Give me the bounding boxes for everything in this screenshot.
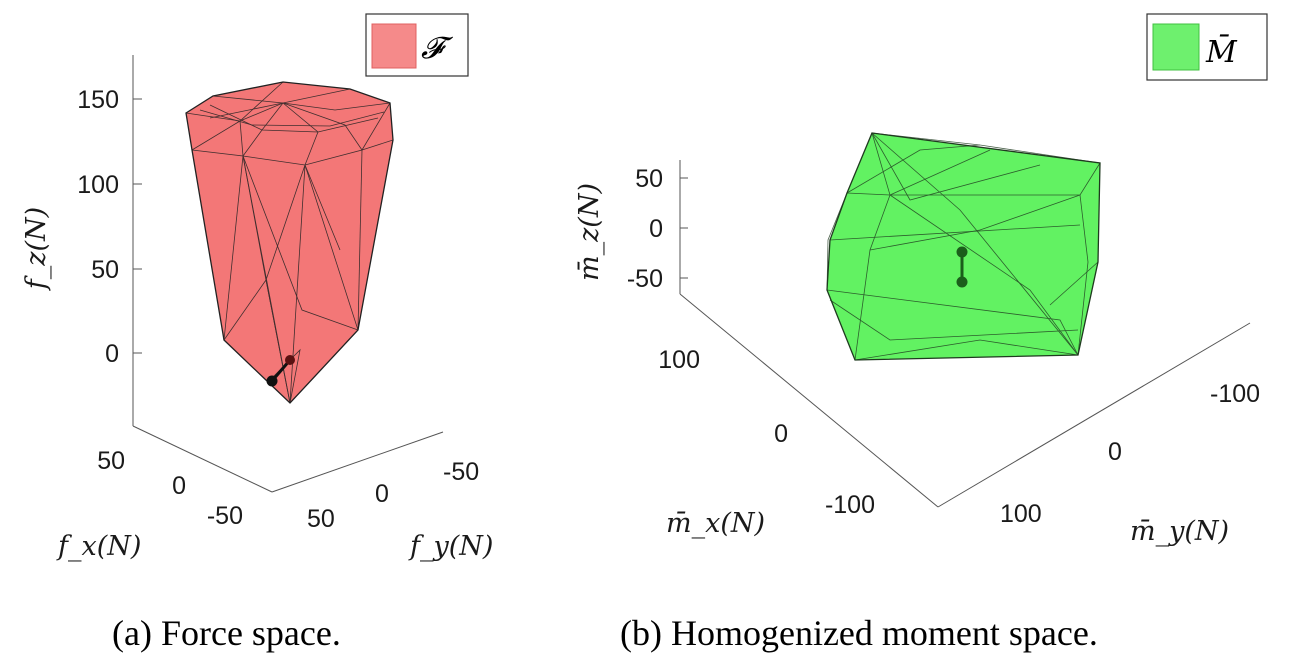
force-space-chart: 150 100 50 0 50 0 -50 50 0 -50 f_x(N) f_… — [21, 13, 493, 562]
moment-space-panel: 50 0 -50 100 0 -100 100 0 -100 m̄_x(N) m… — [560, 0, 1295, 600]
x-tick-0: 0 — [172, 472, 186, 500]
z-ticks — [680, 177, 688, 279]
z-ticks — [133, 98, 142, 354]
x-axis-label: f_x(N) — [56, 531, 141, 562]
x-axis-line — [132, 425, 273, 493]
legend-swatch — [1152, 23, 1200, 71]
z-tick-50: 50 — [635, 165, 663, 193]
y-tick-neg50: -50 — [443, 458, 479, 486]
y-tick-neg100: -100 — [1210, 380, 1260, 408]
z-axis-label: f_z(N) — [21, 207, 52, 291]
moment-legend: M̄ — [1146, 13, 1268, 81]
moment-marker — [956, 246, 968, 288]
x-tick-50: 50 — [97, 447, 125, 475]
moment-polytope — [826, 132, 1101, 361]
y-tick-0: 0 — [1108, 438, 1122, 466]
y-tick-50: 50 — [307, 505, 335, 533]
x-tick-0: 0 — [774, 420, 788, 448]
caption-a: (a) Force space. — [112, 613, 341, 653]
y-axis-line — [271, 431, 444, 493]
force-polytope — [185, 81, 394, 404]
z-tick-0: 0 — [649, 215, 663, 243]
y-axis-line — [937, 322, 1251, 508]
z-axis-label: m̄_z(N) — [574, 183, 605, 281]
z-tick-50: 50 — [91, 256, 119, 284]
x-axis-line — [679, 293, 939, 508]
y-tick-100: 100 — [1000, 500, 1042, 528]
force-legend: 𝓕 — [365, 13, 469, 77]
x-axis-label: m̄_x(N) — [666, 508, 765, 539]
force-space-panel: 150 100 50 0 50 0 -50 50 0 -50 f_x(N) f_… — [0, 0, 520, 600]
caption-b: (b) Homogenized moment space. — [620, 613, 1098, 653]
x-tick-neg50: -50 — [207, 502, 243, 530]
z-tick-neg50: -50 — [627, 265, 663, 293]
legend-label: M̄ — [1205, 34, 1238, 70]
z-tick-0: 0 — [105, 340, 119, 368]
z-tick-100: 100 — [77, 171, 119, 199]
x-tick-100: 100 — [658, 346, 700, 374]
y-tick-0: 0 — [375, 480, 389, 508]
x-tick-neg100: -100 — [825, 491, 875, 519]
y-axis-label: f_y(N) — [408, 531, 493, 562]
force-marker — [266, 355, 295, 387]
y-axis-label: m̄_y(N) — [1130, 516, 1229, 547]
moment-space-chart: 50 0 -50 100 0 -100 100 0 -100 m̄_x(N) m… — [574, 13, 1268, 547]
z-tick-150: 150 — [77, 86, 119, 114]
legend-swatch — [371, 23, 417, 69]
